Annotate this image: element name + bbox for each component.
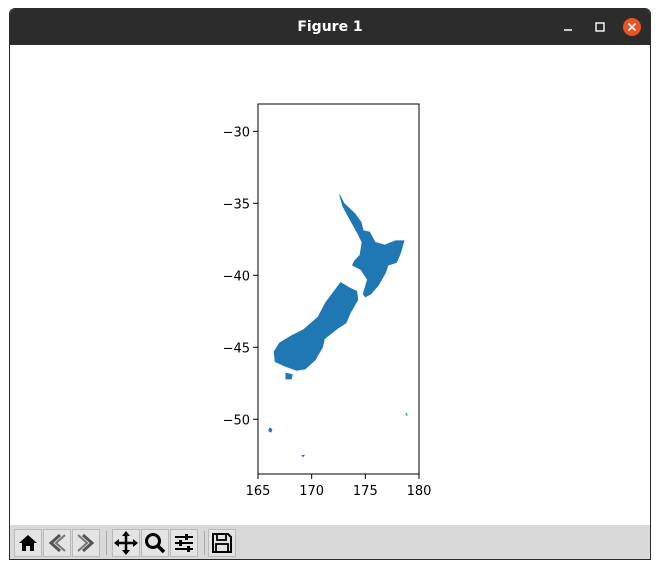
land-polygon-5 xyxy=(405,412,408,416)
zoom-button[interactable] xyxy=(141,529,169,557)
x-axis: 165 170 175 180 xyxy=(246,474,432,499)
navigation-toolbar xyxy=(10,525,650,559)
home-icon xyxy=(19,535,37,551)
sliders-icon xyxy=(175,534,193,552)
y-tick-label: −45 xyxy=(223,341,250,356)
y-tick-label: −40 xyxy=(223,269,250,284)
configure-subplots-button[interactable] xyxy=(170,529,198,557)
x-tick-label: 175 xyxy=(353,484,378,499)
forward-arrow-icon xyxy=(77,533,95,553)
magnifier-icon xyxy=(145,533,166,554)
x-tick-label: 180 xyxy=(407,484,432,499)
pan-button[interactable] xyxy=(112,529,140,557)
x-tick-label: 170 xyxy=(299,484,324,499)
map-plot: 165 170 175 180 −30 −35 −40 −45 −50 xyxy=(223,103,432,499)
maximize-button[interactable] xyxy=(588,15,612,39)
toolbar-separator xyxy=(106,531,107,555)
minimize-button[interactable] xyxy=(556,15,580,39)
move-icon xyxy=(114,531,138,555)
y-tick-label: −30 xyxy=(223,125,250,140)
y-tick-label: −35 xyxy=(223,197,250,212)
maximize-icon xyxy=(595,22,605,32)
land-polygon-1 xyxy=(273,281,359,371)
land-polygon-4 xyxy=(301,454,306,458)
close-button[interactable] xyxy=(620,15,644,39)
window-title: Figure 1 xyxy=(297,19,363,35)
land-polygons xyxy=(268,194,408,458)
floppy-disk-icon xyxy=(212,533,232,553)
land-polygon-3 xyxy=(268,427,273,433)
home-button[interactable] xyxy=(14,529,42,557)
back-button[interactable] xyxy=(43,529,71,557)
land-polygon-0 xyxy=(339,194,405,298)
title-bar[interactable]: Figure 1 xyxy=(10,9,650,45)
axes-frame xyxy=(257,103,420,475)
save-button[interactable] xyxy=(208,529,236,557)
figure-window: Figure 1 165 170 175 180 −30 −35 −40 −45 −50 xyxy=(9,8,651,560)
close-icon xyxy=(623,18,641,36)
y-axis: −30 −35 −40 −45 −50 xyxy=(223,125,258,428)
forward-button[interactable] xyxy=(72,529,100,557)
land-polygon-2 xyxy=(285,372,293,380)
figure-canvas[interactable]: 165 170 175 180 −30 −35 −40 −45 −50 xyxy=(10,45,650,525)
toolbar-separator xyxy=(204,531,205,555)
back-arrow-icon xyxy=(48,533,66,553)
y-tick-label: −50 xyxy=(223,413,250,428)
minimize-icon xyxy=(564,29,572,31)
x-tick-label: 165 xyxy=(246,484,271,499)
